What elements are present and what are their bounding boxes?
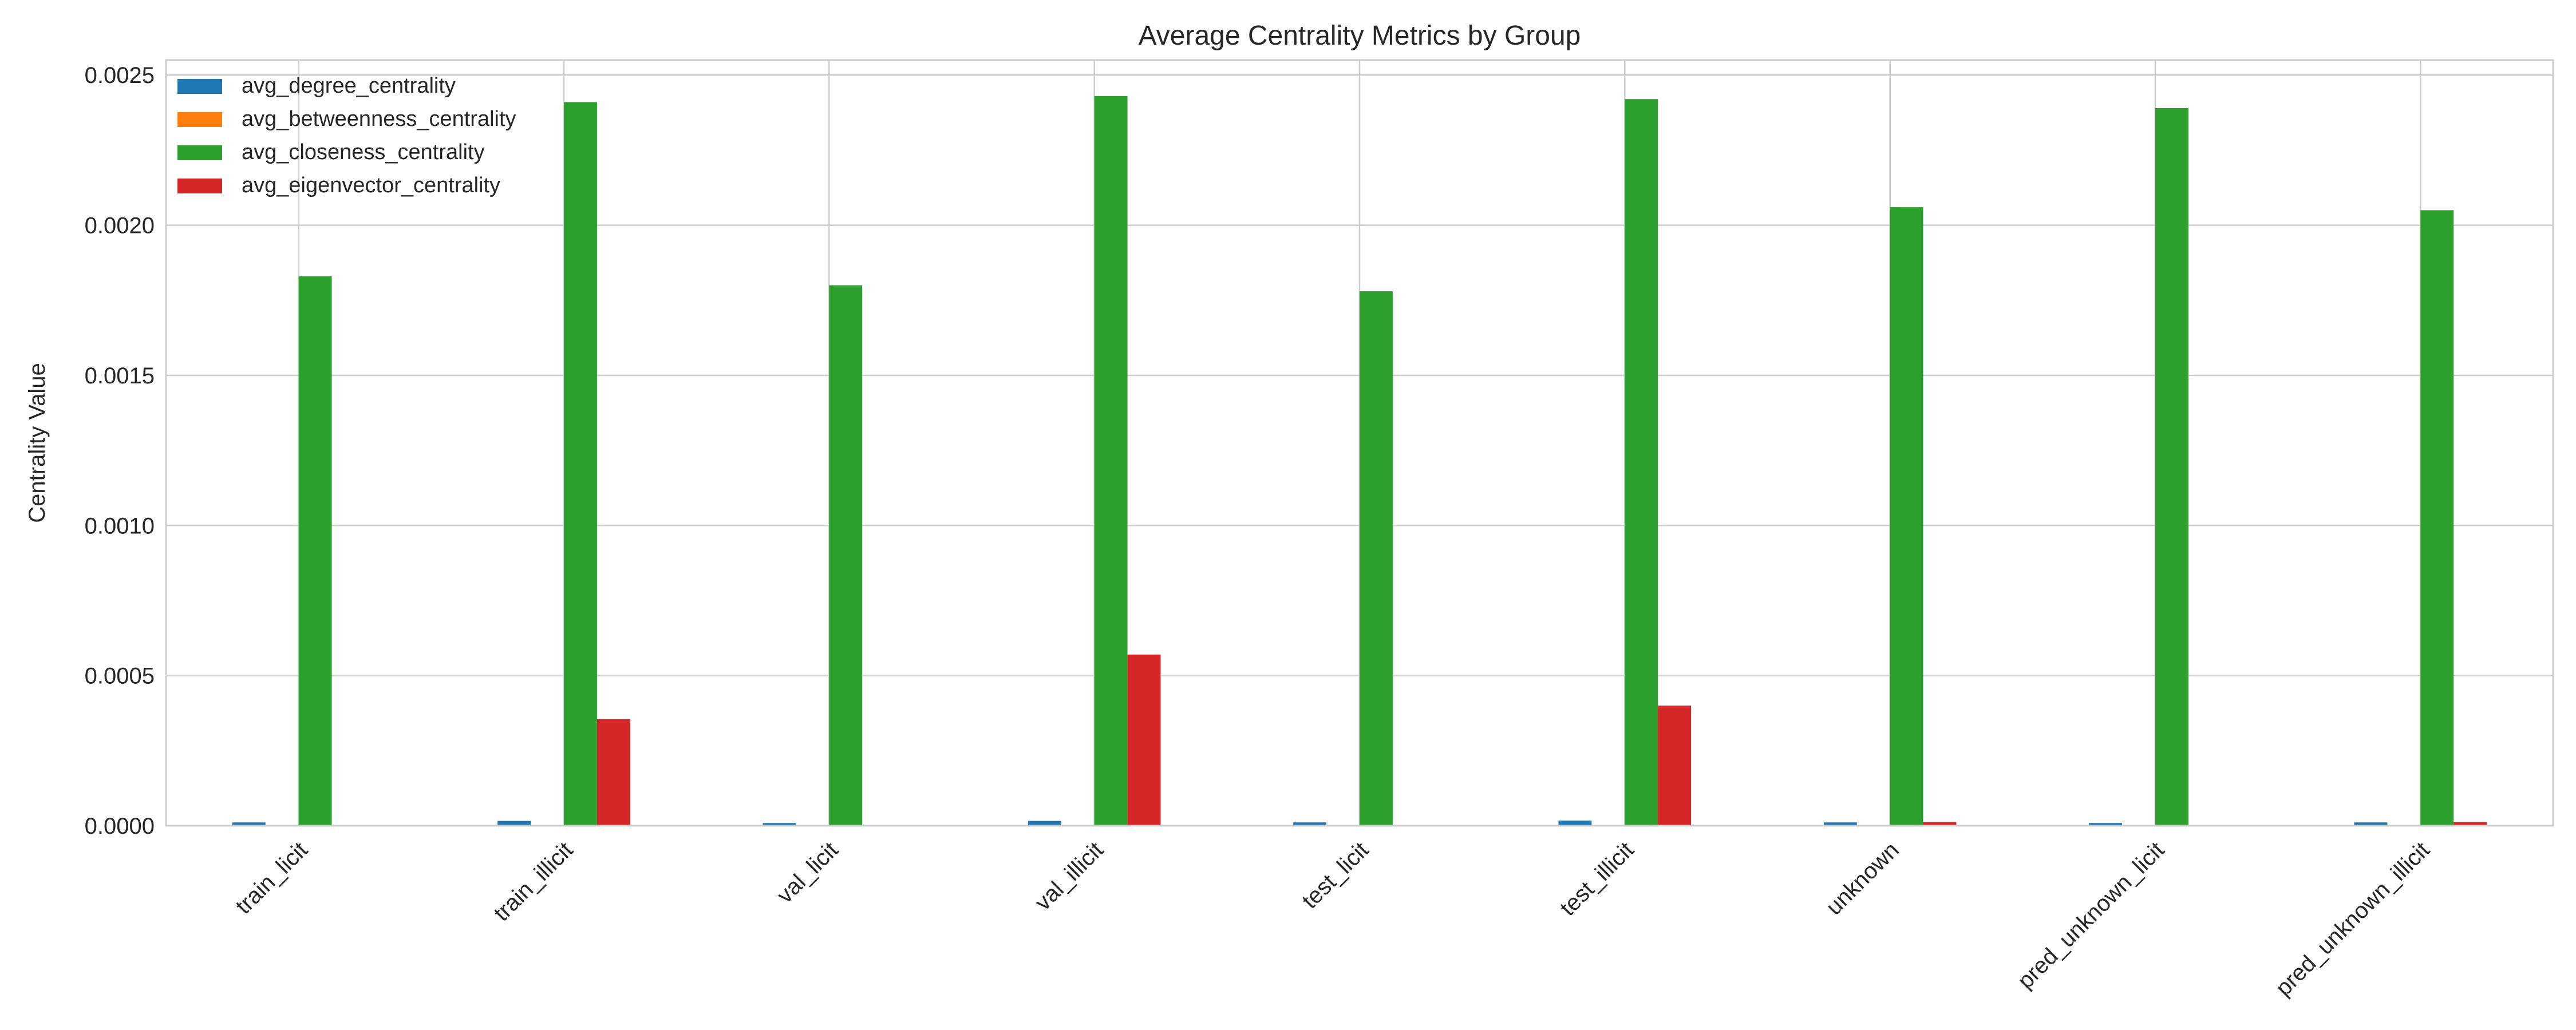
plot-area-frame bbox=[165, 59, 2554, 827]
bar-avg_degree_centrality bbox=[1293, 822, 1327, 826]
y-tick-label: 0.0010 bbox=[85, 513, 155, 538]
y-tick-label: 0.0025 bbox=[85, 63, 155, 88]
bar-avg_degree_centrality bbox=[497, 821, 531, 826]
bar-avg_eigenvector_centrality bbox=[1658, 706, 1692, 826]
bar-avg_closeness_centrality bbox=[298, 276, 332, 826]
bar-avg_eigenvector_centrality bbox=[2453, 822, 2487, 826]
bar-avg_closeness_centrality bbox=[2155, 108, 2188, 826]
bar-avg_degree_centrality bbox=[1558, 821, 1592, 826]
y-tick-label: 0.0020 bbox=[85, 213, 155, 239]
bar-avg_closeness_centrality bbox=[564, 102, 597, 826]
y-tick-label: 0.0015 bbox=[85, 363, 155, 389]
legend-label: avg_betweenness_centrality bbox=[242, 107, 516, 131]
bar-avg_closeness_centrality bbox=[829, 285, 863, 826]
bar-avg_degree_centrality bbox=[2089, 823, 2123, 826]
legend-swatch-avg_betweenness_centrality bbox=[177, 112, 222, 127]
bar-avg_closeness_centrality bbox=[1094, 96, 1128, 826]
y-axis-title: Centrality Value bbox=[25, 363, 50, 522]
legend: avg_degree_centrality avg_betweenness_cen… bbox=[177, 74, 516, 197]
bar-avg_eigenvector_centrality bbox=[1127, 654, 1161, 826]
bar-avg_closeness_centrality bbox=[1625, 99, 1658, 826]
legend-label: avg_closeness_centrality bbox=[242, 140, 485, 164]
bar-avg_degree_centrality bbox=[2354, 822, 2388, 826]
y-axis-ticks: 0.0000 0.0005 0.0010 0.0015 0.0020 0.0025 bbox=[85, 63, 155, 839]
legend-swatch-avg_eigenvector_centrality bbox=[177, 179, 222, 193]
chart-title: Average Centrality Metrics by Group bbox=[1139, 21, 1581, 51]
legend-swatch-avg_degree_centrality bbox=[177, 79, 222, 94]
bar-avg_degree_centrality bbox=[762, 823, 796, 826]
bar-avg_closeness_centrality bbox=[1360, 291, 1393, 826]
bar-avg_degree_centrality bbox=[1028, 821, 1061, 826]
y-tick-label: 0.0000 bbox=[85, 814, 155, 839]
bar-avg_closeness_centrality bbox=[2420, 210, 2454, 826]
bar-avg_degree_centrality bbox=[1823, 822, 1857, 826]
y-tick-label: 0.0005 bbox=[85, 664, 155, 689]
legend-label: avg_degree_centrality bbox=[242, 74, 456, 98]
legend-swatch-avg_closeness_centrality bbox=[177, 145, 222, 160]
bars bbox=[232, 96, 2487, 826]
bar-avg_eigenvector_centrality bbox=[1923, 822, 1957, 826]
bar-avg_eigenvector_centrality bbox=[596, 719, 630, 826]
bar-avg_degree_centrality bbox=[232, 822, 266, 826]
bar-avg_closeness_centrality bbox=[1890, 207, 1923, 826]
legend-label: avg_eigenvector_centrality bbox=[242, 173, 500, 197]
